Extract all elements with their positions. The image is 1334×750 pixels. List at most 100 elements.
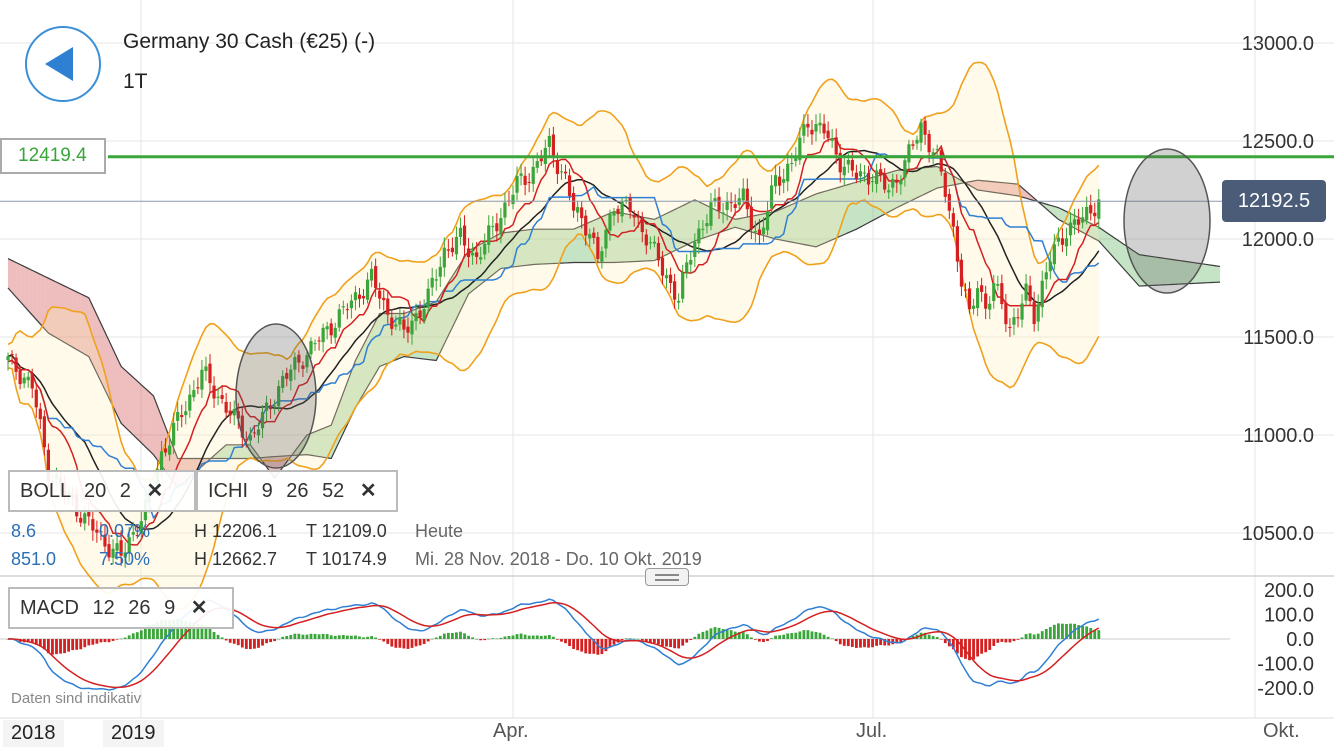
macd-histogram-bar — [576, 639, 580, 651]
macd-histogram-bar — [636, 638, 640, 640]
cloud-segment — [48, 278, 53, 336]
candle-body — [127, 537, 131, 553]
macd-histogram-bar — [228, 639, 232, 643]
cloud-segment — [735, 218, 740, 229]
macd-histogram-bar — [1061, 623, 1064, 639]
macd-histogram-bar — [830, 638, 834, 640]
macd-histogram-bar — [67, 639, 70, 652]
macd-histogram-bar — [653, 639, 656, 643]
cloud-segment — [383, 313, 388, 365]
candle-body — [10, 354, 14, 356]
panel-resize-handle[interactable] — [645, 568, 689, 586]
candle-body — [34, 389, 38, 408]
candle-body — [386, 298, 390, 315]
macd-histogram-bar — [127, 635, 131, 639]
candle-body — [628, 197, 632, 213]
candle-body — [365, 279, 370, 300]
cloud-segment — [678, 205, 683, 249]
ichi-indicator-chip[interactable]: ICHI 9 26 52 ✕ — [196, 470, 398, 512]
cloud-segment — [238, 444, 243, 459]
candle-body — [430, 277, 434, 288]
cloud-segment — [646, 217, 651, 261]
macd-histogram-bar — [261, 639, 264, 646]
macd-histogram-bar — [47, 639, 50, 654]
cloud-segment — [682, 203, 687, 247]
cloud-segment — [993, 181, 998, 193]
cloud-segment — [775, 209, 780, 240]
candle-body — [1077, 219, 1081, 225]
candle-body — [329, 323, 333, 336]
macd-close-icon[interactable]: ✕ — [190, 597, 208, 619]
candle-body — [794, 157, 798, 161]
macd-histogram-bar — [188, 621, 192, 639]
cloud-segment — [1094, 225, 1099, 241]
macd-histogram-bar — [572, 639, 575, 649]
macd-histogram-bar — [111, 639, 115, 641]
candle-body — [1072, 219, 1077, 225]
candle-body — [1020, 303, 1024, 320]
candle-body — [503, 202, 507, 218]
boll-close-icon[interactable]: ✕ — [146, 480, 164, 502]
cloud-segment — [533, 229, 538, 265]
macd-histogram-bar — [531, 635, 535, 639]
candle-body — [846, 159, 850, 165]
macd-histogram-bar — [758, 639, 761, 642]
candle-body — [668, 274, 673, 284]
cloud-segment — [553, 229, 558, 264]
macd-histogram-bar — [1004, 639, 1008, 643]
macd-histogram-bar — [749, 637, 753, 639]
cloud-segment — [779, 208, 784, 241]
candle-body — [903, 160, 907, 178]
candle-body — [608, 213, 612, 231]
candle-body — [1028, 285, 1032, 302]
candle-body — [620, 200, 624, 217]
cloud-segment — [820, 191, 825, 246]
cloud-segment — [355, 352, 360, 408]
macd-histogram-bar — [257, 639, 260, 648]
cloud-segment — [816, 192, 821, 247]
macd-histogram-bar — [786, 633, 790, 639]
candle-body — [212, 385, 216, 399]
back-button[interactable] — [25, 26, 101, 102]
macd-histogram-bar — [604, 639, 608, 652]
macd-histogram-bar — [507, 635, 511, 639]
macd-histogram-bar — [168, 620, 171, 639]
cloud-segment — [133, 377, 138, 439]
candle-body — [685, 262, 689, 273]
candle-body — [1032, 301, 1036, 325]
macd-histogram-bar — [1000, 639, 1004, 642]
cloud-segment — [1179, 260, 1184, 285]
macd-indicator-chip[interactable]: MACD 12 26 9 ✕ — [8, 587, 234, 629]
macd-histogram-bar — [560, 639, 563, 642]
candle-body — [131, 532, 135, 535]
candle-body — [911, 144, 915, 146]
cloud-segment — [117, 357, 122, 424]
bollinger-upper — [7, 61, 1100, 481]
candle-body — [1064, 238, 1069, 247]
candle-body — [895, 179, 899, 183]
cloud-segment — [989, 181, 994, 193]
macd-histogram-bar — [139, 630, 143, 639]
candle-body — [866, 172, 871, 185]
cloud-segment — [525, 229, 530, 266]
candle-body — [293, 357, 297, 370]
macd-histogram-bar — [184, 621, 188, 639]
candle-body — [826, 130, 830, 139]
candle-body — [769, 185, 774, 209]
candle-body — [491, 226, 495, 228]
timeframe-label[interactable]: 1T — [123, 70, 148, 93]
cloud-segment — [226, 444, 231, 459]
candle-body — [677, 300, 681, 303]
candle-body — [656, 242, 661, 261]
candle-body — [422, 309, 426, 320]
candle-body — [374, 266, 378, 288]
boll-indicator-chip[interactable]: BOLL 20 2 ✕ — [8, 470, 196, 512]
macd-tick-label: 100.0 — [1264, 605, 1314, 627]
ichi-close-icon[interactable]: ✕ — [359, 480, 377, 502]
cloud-segment — [72, 289, 77, 350]
cloud-segment — [359, 344, 364, 401]
price-line-label[interactable]: 12419.4 — [0, 138, 106, 174]
macd-histogram-bar — [180, 619, 184, 639]
macd-histogram-bar — [253, 639, 256, 649]
